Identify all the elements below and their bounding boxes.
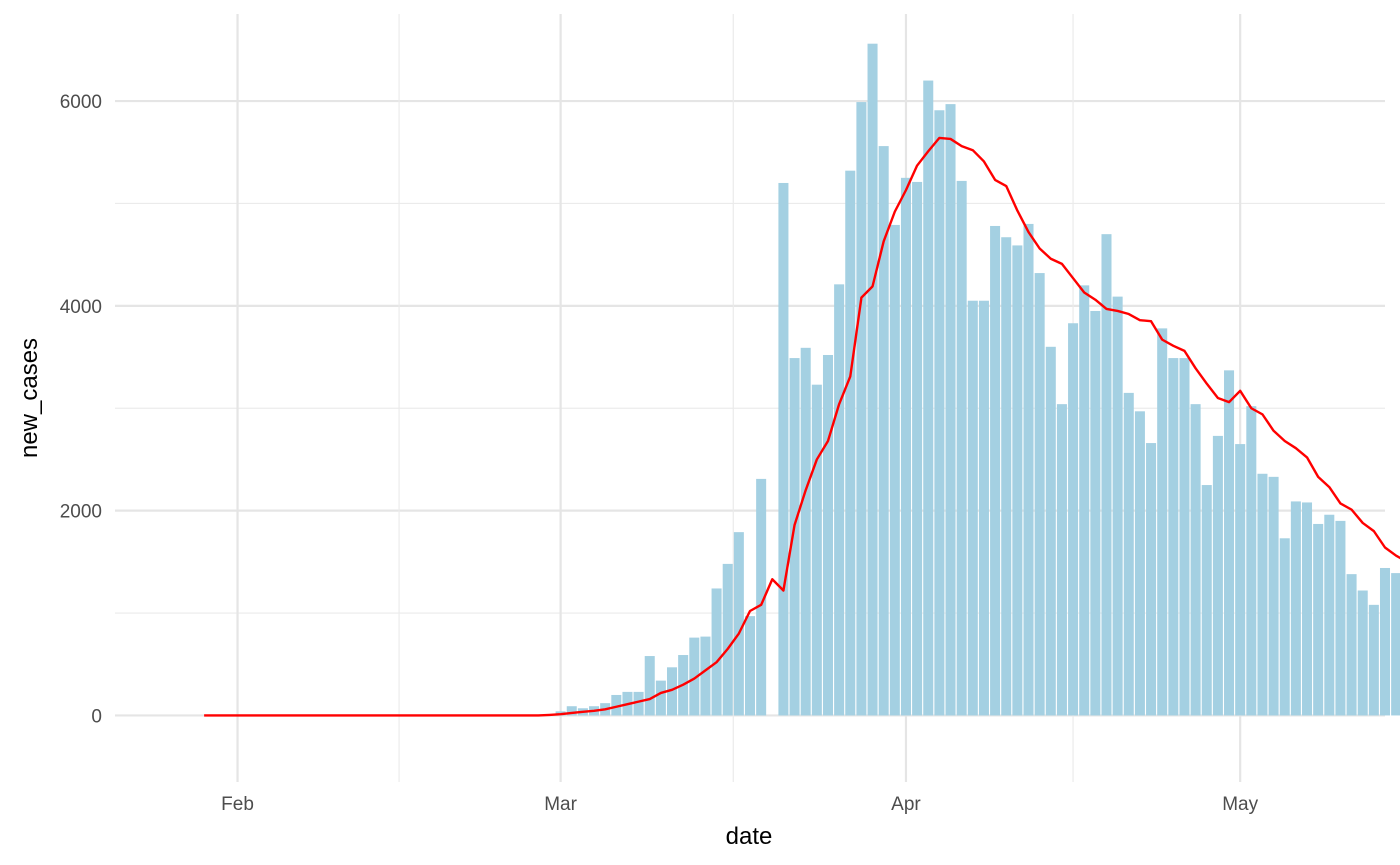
bar: [978, 300, 989, 716]
bar: [1212, 435, 1223, 716]
bar: [1146, 443, 1157, 716]
bar: [1179, 358, 1190, 716]
bar: [856, 102, 867, 716]
bar: [811, 384, 822, 716]
bar: [1190, 404, 1201, 716]
bar: [1023, 223, 1034, 716]
bar: [800, 347, 811, 716]
bar: [1357, 590, 1368, 716]
bars: [466, 43, 1400, 716]
bar: [756, 478, 767, 716]
bar: [1379, 567, 1391, 716]
bar: [1279, 538, 1290, 716]
bar: [822, 354, 833, 716]
bar: [700, 636, 711, 716]
x-tick-label: Feb: [221, 794, 254, 815]
bar: [923, 80, 934, 716]
bar: [644, 656, 655, 716]
x-tick-labels: Feb Mar Apr May: [221, 794, 1258, 815]
bar: [566, 706, 577, 716]
bar: [956, 180, 967, 716]
y-tick-labels: 0 2000 4000 6000: [60, 92, 102, 727]
bar: [912, 181, 923, 716]
bar: [733, 532, 744, 716]
bar: [845, 170, 856, 716]
bar: [611, 694, 622, 716]
bar: [1335, 520, 1346, 716]
bar: [1079, 285, 1090, 716]
trend-line: [204, 136, 1400, 717]
y-tick-label: 4000: [60, 297, 102, 318]
bar: [1101, 234, 1112, 716]
bar: [1391, 573, 1400, 716]
bar: [1268, 476, 1279, 716]
bar: [1201, 485, 1212, 716]
bar: [1034, 273, 1045, 716]
bar: [1001, 237, 1012, 716]
bar: [900, 177, 911, 716]
x-tick-label: Apr: [891, 794, 921, 815]
y-tick-label: 0: [91, 706, 102, 727]
y-tick-label: 2000: [60, 502, 102, 523]
bar: [1168, 358, 1179, 716]
bar: [778, 182, 789, 716]
y-axis-title: new_cases: [16, 338, 43, 458]
trend-line-path: [204, 136, 1400, 717]
bar: [1290, 501, 1301, 716]
bar: [633, 691, 644, 716]
bar: [1224, 370, 1235, 716]
bar: [878, 146, 889, 716]
bar: [1324, 514, 1335, 716]
bar: [789, 358, 800, 716]
bar: [1235, 444, 1246, 716]
bar: [1134, 411, 1145, 716]
bar: [1313, 523, 1324, 716]
bar: [655, 680, 666, 716]
bar: [1012, 245, 1023, 716]
bar: [1056, 404, 1067, 716]
bar: [1346, 574, 1357, 716]
bar: [667, 667, 678, 716]
bar: [1112, 296, 1123, 716]
bar: [1068, 323, 1079, 716]
bar: [990, 225, 1001, 716]
bar: [1368, 604, 1379, 716]
bar: [945, 104, 956, 716]
bar: [934, 110, 945, 716]
bar: [834, 284, 845, 716]
bar: [744, 616, 756, 716]
bar: [1257, 473, 1268, 716]
bar: [722, 563, 733, 716]
x-tick-label: Mar: [544, 794, 577, 815]
x-tick-label: May: [1222, 794, 1258, 815]
bar: [1246, 406, 1257, 716]
bar: [1045, 346, 1056, 716]
y-tick-label: 6000: [60, 92, 102, 113]
bar: [867, 43, 878, 716]
bar: [1090, 310, 1101, 716]
bar: [1157, 328, 1168, 716]
bar: [1123, 392, 1134, 716]
x-axis-title: date: [726, 823, 773, 850]
bar: [711, 588, 722, 716]
bar: [967, 300, 978, 716]
bar: [689, 637, 700, 716]
bar: [1302, 502, 1313, 716]
bar: [889, 224, 900, 716]
